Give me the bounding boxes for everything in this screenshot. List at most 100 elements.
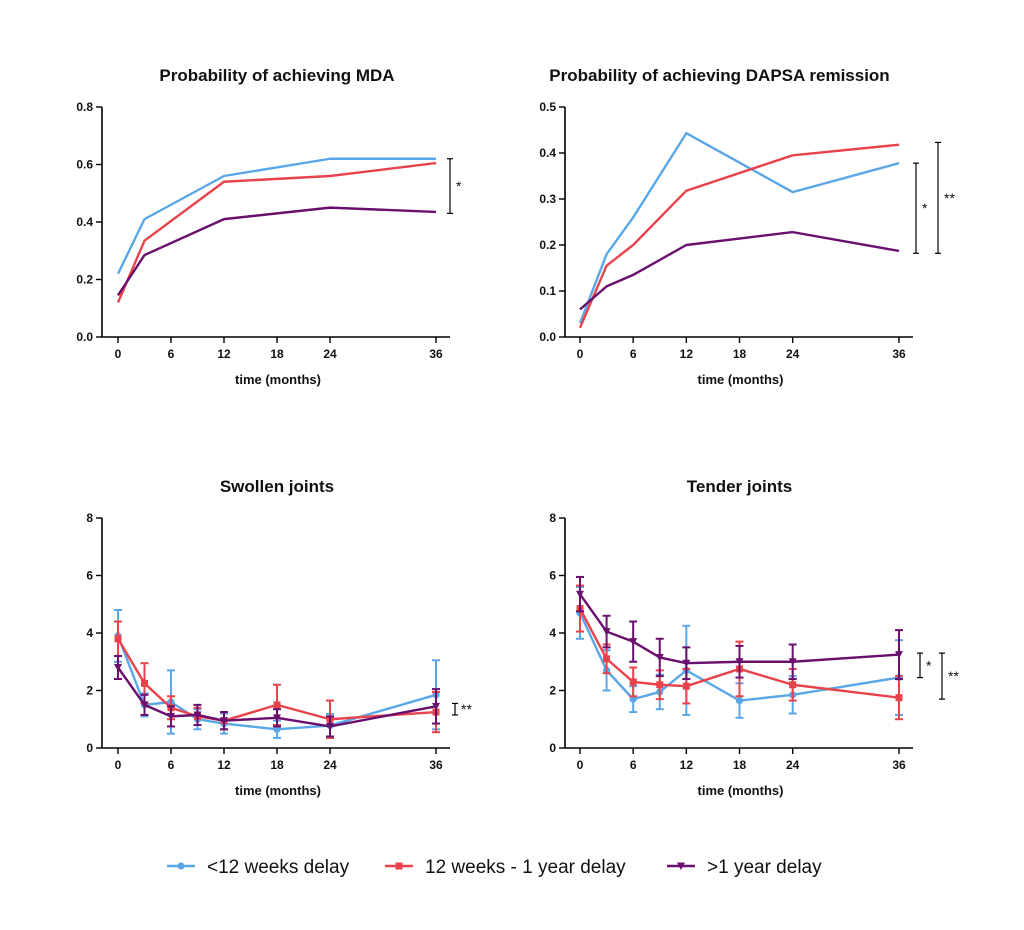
chart-title: Probability of achieving MDA [159, 66, 394, 85]
data-point [141, 679, 148, 687]
legend-label: <12 weeks delay [207, 857, 350, 878]
chart-title: Tender joints [687, 477, 792, 496]
x-tick-label: 0 [115, 758, 122, 772]
x-tick-label: 18 [270, 758, 284, 772]
data-point [629, 678, 637, 686]
x-tick-label: 12 [217, 347, 231, 361]
legend-marker [677, 862, 685, 870]
data-point [789, 681, 797, 689]
x-tick-label: 6 [630, 347, 637, 361]
data-point [273, 725, 281, 733]
y-tick-label: 6 [549, 569, 556, 583]
chart-title: Swollen joints [220, 477, 334, 496]
data-point [682, 682, 690, 690]
y-tick-label: 0.8 [76, 100, 93, 114]
significance-label: * [926, 657, 932, 673]
data-point [629, 695, 637, 703]
data-point [735, 696, 744, 705]
series-over1y [579, 230, 900, 311]
x-tick-label: 24 [786, 758, 800, 772]
series-line [117, 666, 437, 728]
data-point [655, 653, 664, 662]
significance-label: * [456, 178, 462, 194]
legend-item-under12w: <12 weeks delay [167, 857, 350, 878]
data-point [114, 635, 122, 643]
y-tick-label: 4 [86, 626, 93, 640]
x-tick-label: 18 [270, 347, 284, 361]
x-tick-label: 18 [733, 347, 747, 361]
y-tick-label: 6 [86, 569, 93, 583]
data-point [193, 711, 202, 719]
series-line [578, 612, 900, 702]
significance-bracket: ** [452, 701, 472, 717]
legend: <12 weeks delay 12 weeks - 1 year delay >1… [167, 857, 822, 878]
chart-panel-1: Probability of achieving MDA 0.0 0.2 0.4 0.6… [76, 66, 462, 387]
data-point [326, 722, 334, 731]
significance-bracket: ** [939, 652, 959, 700]
significance-bracket: * [913, 162, 928, 254]
data-point [682, 659, 691, 668]
y-tick-label: 0 [549, 741, 556, 755]
y-tick-label: 4 [549, 626, 556, 640]
y-tick-label: 0.4 [76, 215, 93, 229]
data-point [220, 717, 228, 725]
y-tick-label: 0.0 [539, 330, 556, 344]
y-tick-label: 8 [549, 511, 556, 525]
series-under12w [116, 157, 436, 275]
legend-marker [177, 862, 185, 870]
significance-label: ** [944, 190, 955, 206]
series-line [578, 143, 900, 329]
x-tick-label: 0 [577, 758, 584, 772]
x-tick-label: 6 [168, 347, 175, 361]
series-over1y [116, 206, 437, 296]
y-tick-label: 0.6 [76, 158, 93, 172]
series-under12w [578, 132, 900, 324]
significance-bracket: * [917, 652, 932, 679]
data-point [273, 701, 281, 709]
x-tick-label: 12 [680, 758, 694, 772]
x-tick-label: 36 [429, 758, 443, 772]
series-line [578, 608, 900, 699]
data-point [895, 694, 903, 702]
y-tick-label: 8 [86, 511, 93, 525]
series-line [579, 230, 900, 311]
x-tick-label: 6 [168, 758, 175, 772]
legend-label: 12 weeks - 1 year delay [425, 857, 626, 878]
y-tick-label: 0.5 [539, 100, 556, 114]
series-line [578, 132, 900, 324]
legend-item-w12to1y: 12 weeks - 1 year delay [385, 857, 626, 878]
legend-marker [395, 862, 403, 870]
data-point [735, 658, 744, 666]
x-tick-label: 0 [115, 347, 122, 361]
x-axis-label: time (months) [698, 783, 784, 798]
significance-label: * [922, 200, 928, 216]
series-w12to1y [578, 143, 900, 329]
x-tick-label: 12 [680, 347, 694, 361]
x-axis-label: time (months) [235, 372, 321, 387]
data-point [140, 701, 149, 709]
series-over1y [576, 575, 903, 680]
chart-title: Probability of achieving DAPSA remission [549, 66, 889, 85]
series-line [116, 161, 437, 303]
series-line [116, 206, 437, 296]
data-point [273, 714, 281, 722]
x-tick-label: 6 [630, 758, 637, 772]
significance-bracket: ** [935, 141, 955, 254]
y-tick-label: 0.2 [539, 238, 556, 252]
y-tick-label: 0.4 [539, 146, 556, 160]
x-axis-label: time (months) [235, 783, 321, 798]
chart-panel-2: Probability of achieving DAPSA remission… [539, 66, 955, 387]
series-line [116, 157, 436, 275]
y-tick-label: 0.1 [539, 284, 556, 298]
data-point [576, 590, 584, 599]
series-over1y [114, 655, 440, 738]
x-tick-label: 36 [429, 347, 443, 361]
x-tick-label: 0 [577, 347, 584, 361]
data-point [629, 638, 638, 646]
x-tick-label: 24 [323, 758, 337, 772]
y-tick-label: 2 [86, 684, 93, 698]
x-tick-label: 36 [892, 347, 906, 361]
y-tick-label: 2 [549, 684, 556, 698]
